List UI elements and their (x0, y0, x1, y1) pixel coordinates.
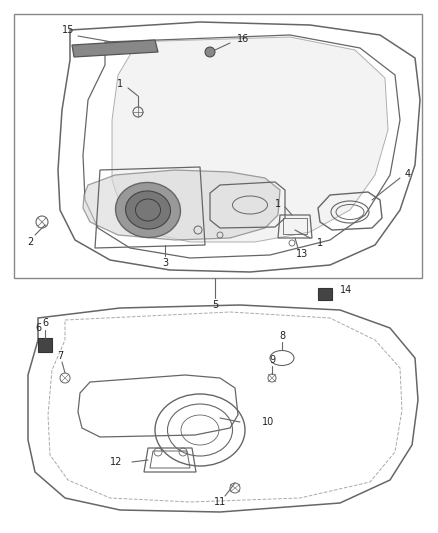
Polygon shape (318, 288, 332, 300)
Text: 2: 2 (27, 237, 33, 247)
Circle shape (205, 47, 215, 57)
Text: 1: 1 (275, 199, 281, 209)
Polygon shape (38, 338, 52, 352)
Text: 1: 1 (117, 79, 123, 89)
Text: 15: 15 (62, 25, 74, 35)
Text: 1: 1 (317, 238, 323, 248)
Text: 12: 12 (110, 457, 122, 467)
Polygon shape (112, 37, 388, 242)
Ellipse shape (126, 191, 170, 229)
Text: 13: 13 (296, 249, 308, 259)
Polygon shape (72, 40, 158, 57)
Text: 7: 7 (57, 351, 63, 361)
Polygon shape (83, 170, 280, 240)
Text: 14: 14 (340, 285, 352, 295)
Text: 11: 11 (214, 497, 226, 507)
Text: 3: 3 (162, 258, 168, 268)
Text: 6: 6 (35, 323, 41, 333)
Text: 4: 4 (405, 169, 411, 179)
Text: 10: 10 (262, 417, 274, 427)
Text: 6: 6 (42, 318, 48, 328)
Text: 9: 9 (269, 355, 275, 365)
Text: 8: 8 (279, 331, 285, 341)
Text: 16: 16 (237, 34, 249, 44)
Text: 5: 5 (212, 300, 218, 310)
Ellipse shape (116, 182, 180, 238)
